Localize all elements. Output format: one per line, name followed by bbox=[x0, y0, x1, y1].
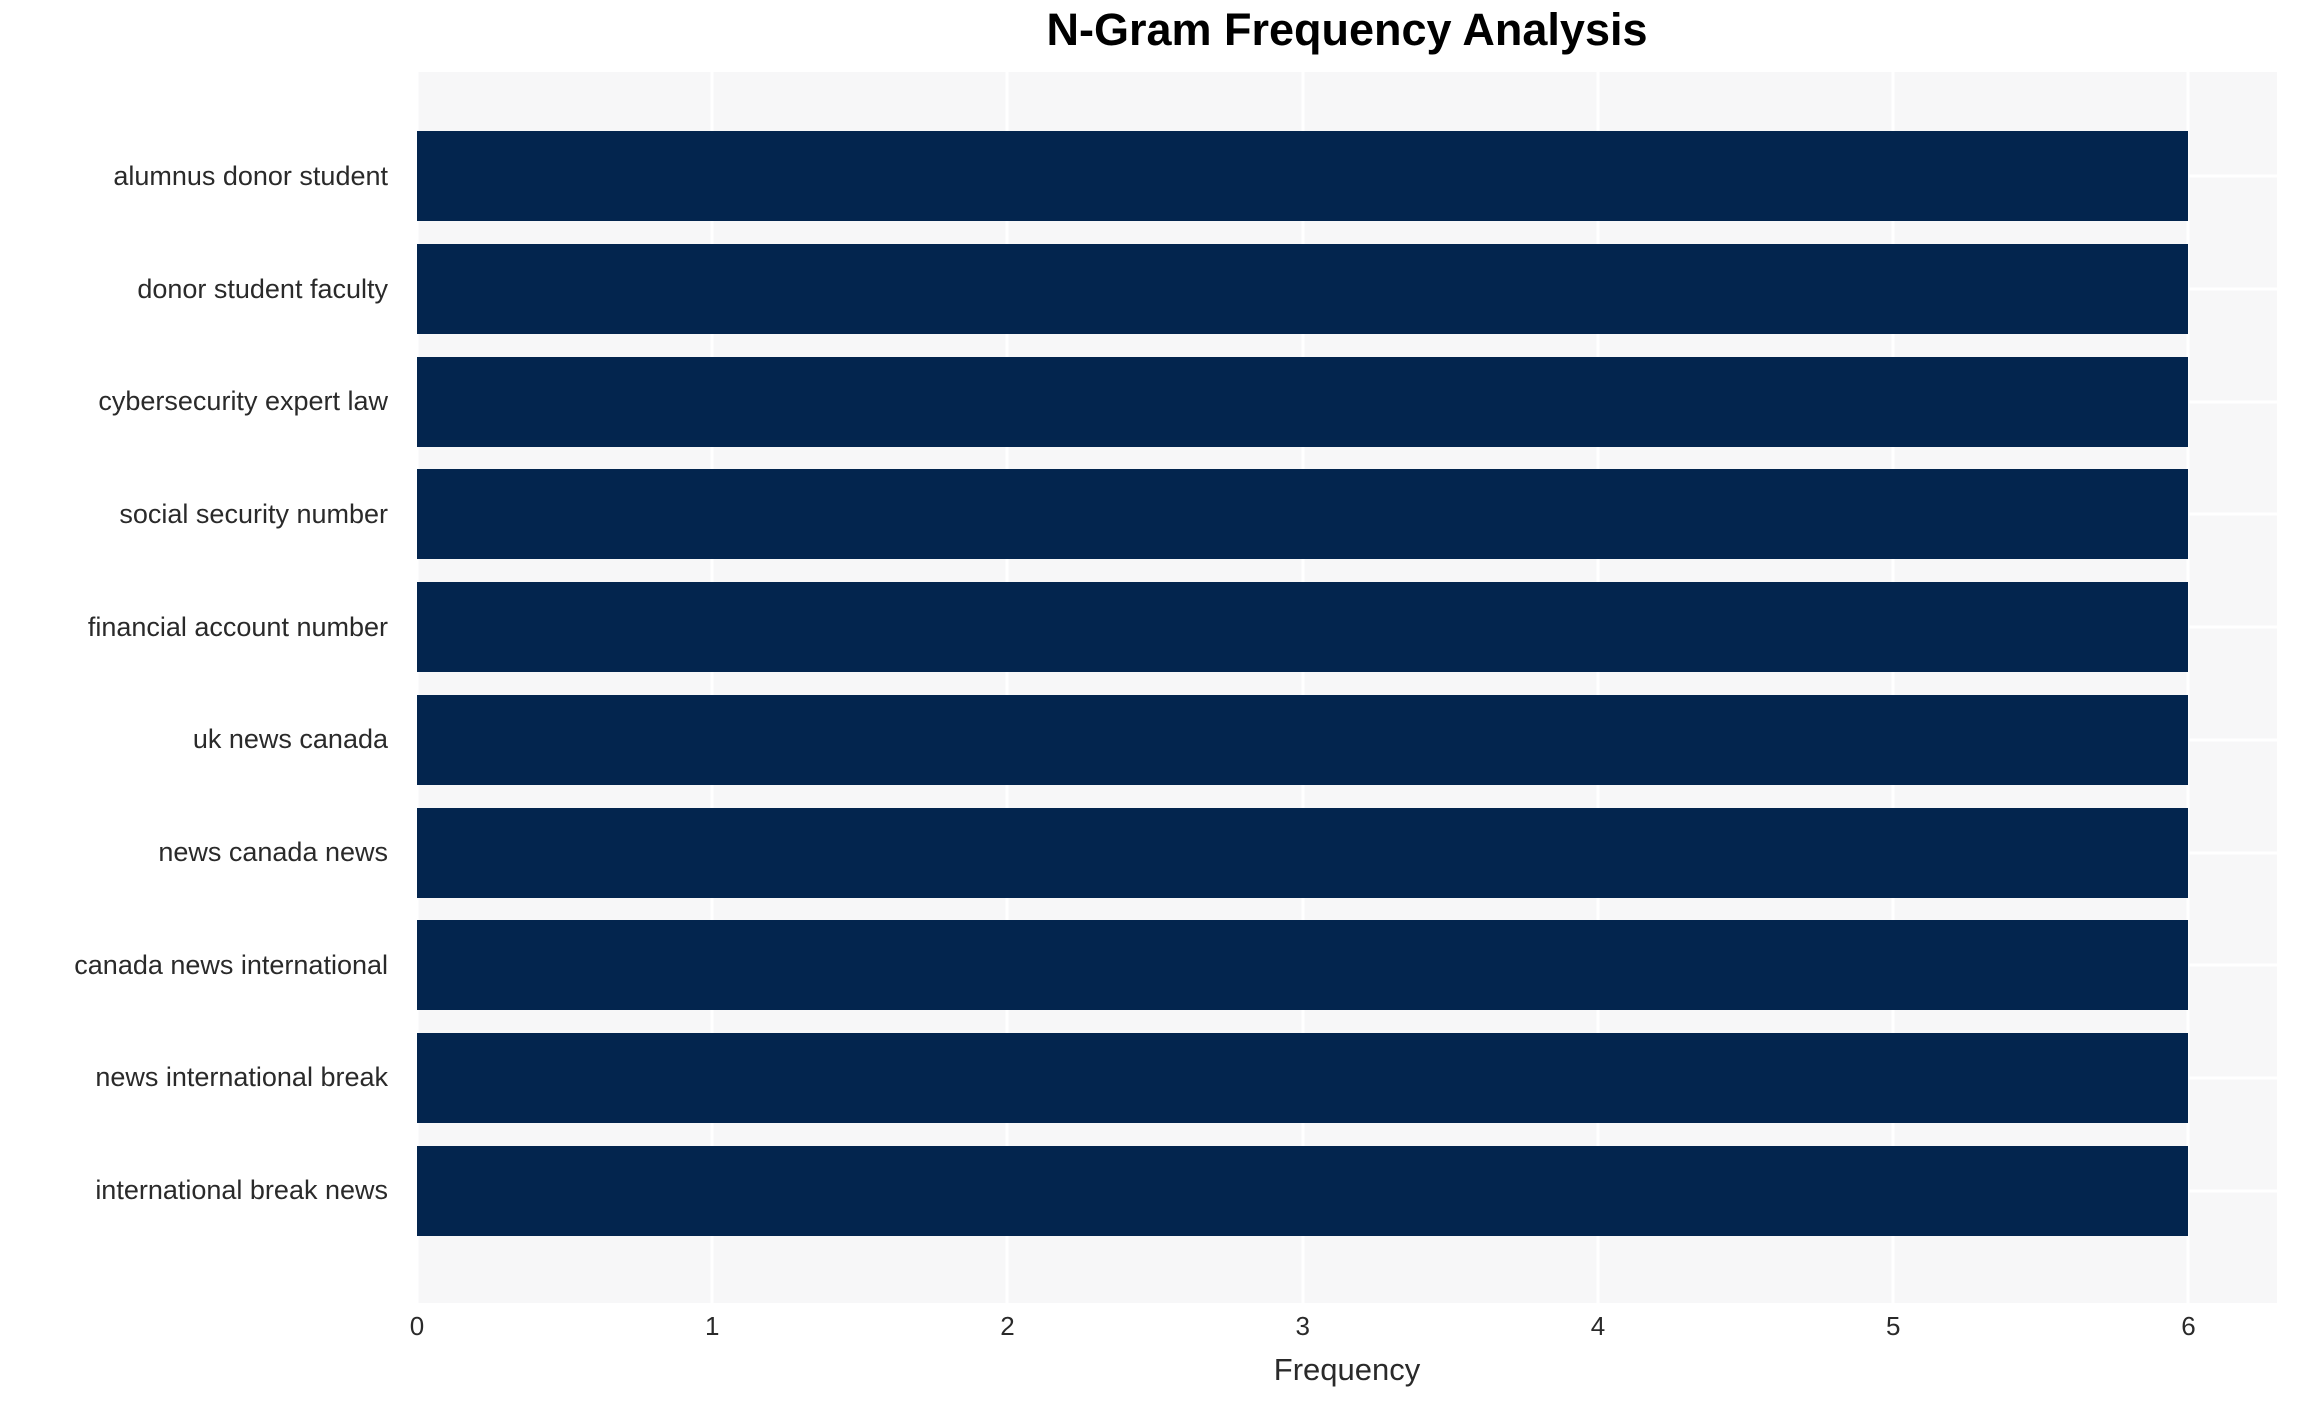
y-tick-label: canada news international bbox=[74, 949, 388, 980]
x-gridline bbox=[1891, 72, 1895, 1303]
y-label-row: news canada news bbox=[0, 796, 402, 909]
x-tick-label: 4 bbox=[1590, 1311, 1606, 1341]
y-label-row: international break news bbox=[0, 1134, 402, 1247]
x-tick-label: 5 bbox=[1885, 1311, 1901, 1341]
y-label-row: financial account number bbox=[0, 571, 402, 684]
bar bbox=[417, 469, 2189, 560]
bar-row bbox=[417, 120, 2277, 233]
plot-area bbox=[415, 72, 2277, 1303]
x-gridline bbox=[2186, 72, 2190, 1303]
bar bbox=[417, 807, 2189, 898]
x-tick-label: 2 bbox=[1000, 1311, 1015, 1341]
bar bbox=[417, 244, 2189, 335]
y-axis-labels: alumnus donor student donor student facul… bbox=[0, 72, 402, 1303]
bar bbox=[417, 1145, 2189, 1236]
bar-row bbox=[417, 796, 2277, 909]
bar bbox=[417, 920, 2189, 1011]
x-gridline bbox=[1596, 72, 1600, 1303]
bar bbox=[417, 694, 2189, 785]
bar bbox=[417, 1032, 2189, 1123]
y-label-row: social security number bbox=[0, 458, 402, 571]
x-gridline bbox=[1301, 72, 1305, 1303]
bar bbox=[417, 131, 2189, 222]
bar-row bbox=[417, 1022, 2277, 1135]
bar-row bbox=[417, 233, 2277, 346]
y-tick-label: cybersecurity expert law bbox=[98, 386, 388, 417]
bar bbox=[417, 356, 2189, 447]
x-tick-label: 6 bbox=[2181, 1311, 2196, 1341]
y-label-row: uk news canada bbox=[0, 684, 402, 797]
x-axis-label: Frequency bbox=[1273, 1352, 1421, 1387]
bar-rows bbox=[417, 72, 2277, 1303]
y-tick-label: news canada news bbox=[158, 837, 388, 868]
x-gridline bbox=[1005, 72, 1009, 1303]
bar-row bbox=[417, 345, 2277, 458]
y-tick-label: donor student faculty bbox=[137, 273, 388, 304]
x-tick-label: 3 bbox=[1295, 1311, 1310, 1341]
bar-row bbox=[417, 1134, 2277, 1247]
x-tick-label: 1 bbox=[705, 1311, 720, 1341]
y-label-row: donor student faculty bbox=[0, 233, 402, 346]
y-tick-label: news international break bbox=[95, 1062, 388, 1093]
bar bbox=[417, 582, 2189, 673]
bar-row bbox=[417, 571, 2277, 684]
x-tick-label: 0 bbox=[409, 1311, 425, 1341]
x-gridline bbox=[415, 72, 419, 1303]
x-gridline bbox=[710, 72, 714, 1303]
y-tick-label: alumnus donor student bbox=[113, 160, 388, 191]
y-tick-label: financial account number bbox=[87, 611, 388, 642]
y-label-row: canada news international bbox=[0, 909, 402, 1022]
bar-row bbox=[417, 458, 2277, 571]
x-axis-ticks: 0 1 2 3 4 5 6 bbox=[410, 1303, 2277, 1349]
bar-row bbox=[417, 909, 2277, 1022]
y-tick-label: social security number bbox=[119, 498, 388, 529]
y-tick-label: international break news bbox=[95, 1175, 388, 1206]
y-label-row: cybersecurity expert law bbox=[0, 345, 402, 458]
y-tick-label: uk news canada bbox=[192, 724, 388, 755]
bar-row bbox=[417, 684, 2277, 797]
y-label-row: news international break bbox=[0, 1022, 402, 1135]
chart-title: N-Gram Frequency Analysis bbox=[1046, 4, 1648, 55]
y-label-row: alumnus donor student bbox=[0, 120, 402, 233]
